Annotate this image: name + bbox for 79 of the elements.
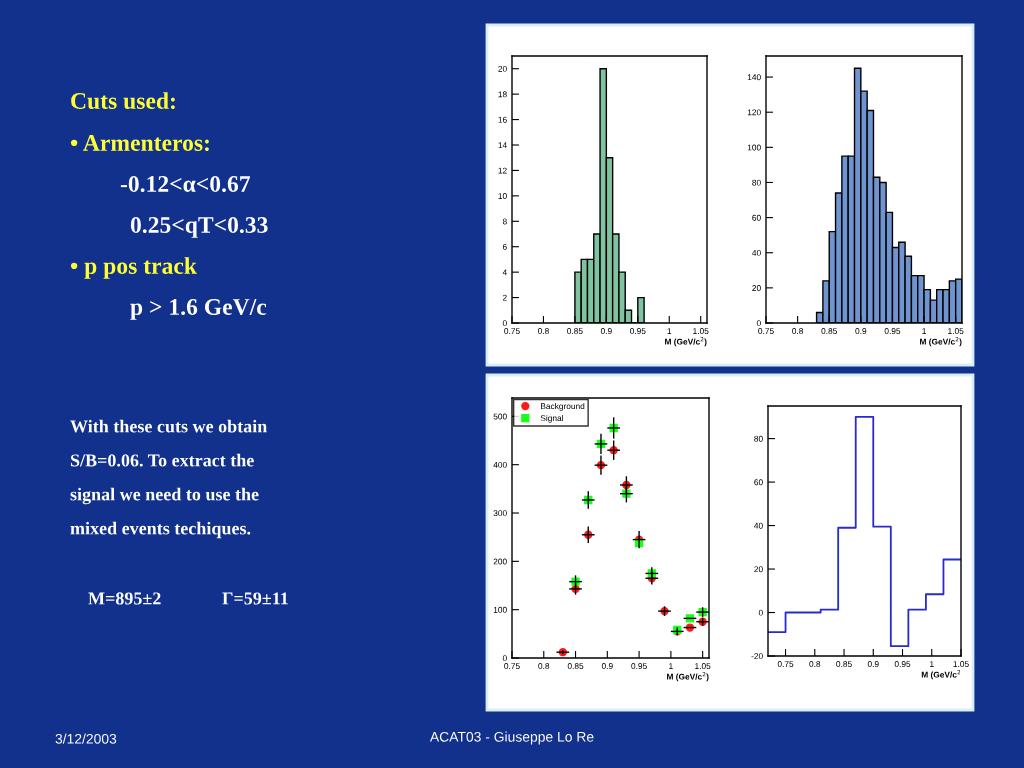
x-tick-label: 0.85 [567,663,584,669]
y-tick-label: 0 [502,655,507,662]
y-tick-label: 500 [493,413,507,420]
y-tick-label: 20 [498,65,507,72]
x-tick-label: 1 [669,663,673,669]
x-tick-label: 1.05 [695,663,711,669]
y-tick-label: 100 [747,144,761,151]
x-tick-label: 1.05 [948,328,964,334]
text: p > 1.6 GeV/c [130,299,267,320]
text: S/B=0.06. To extract the [70,453,254,467]
y-tick-label: 120 [747,109,761,116]
text: ACAT03 - Giuseppe Lo Re [429,731,594,745]
text: Γ=59±11 [222,592,288,605]
legend-label: Signal [540,414,563,423]
y-tick-label: 80 [752,179,761,186]
text: • Armenteros: [70,135,209,152]
y-tick-label: 40 [754,522,763,529]
x-tick-label: 0.75 [504,328,520,334]
y-tick-label: 10 [498,193,507,199]
y-tick-label: 60 [754,479,763,486]
y-tick-label: 100 [493,606,507,613]
x-tick-label: 0.9 [867,661,879,667]
y-tick-label: 60 [752,214,761,221]
text: M=895±2 [88,592,161,605]
x-tick-label: 0.9 [855,328,867,334]
x-tick-label: 0.85 [821,328,837,334]
text: • p pos track [70,257,197,279]
x-tick-label: 0.75 [758,328,774,334]
y-tick-label: 12 [498,167,507,174]
text: With these cuts we obtain [70,419,268,433]
x-tick-label: 0.75 [504,663,520,669]
x-tick-label: 0.95 [894,661,911,667]
y-tick-label: 0 [756,320,761,327]
x-tick-label: 0.95 [630,328,646,334]
y-tick-label: 2 [502,294,507,301]
x-tick-label: 0.9 [601,663,613,669]
x-tick-label: 1 [922,328,926,334]
x-axis-title: M (GeV/c$^{2}$) [665,337,707,347]
text: 3/12/2003 [55,733,117,744]
y-tick-label: 6 [502,243,507,250]
y-tick-label: 4 [502,269,507,276]
y-tick-label: 300 [493,510,507,517]
x-tick-label: 1.05 [693,328,709,334]
y-tick-label: -20 [751,653,763,660]
x-tick-label: 0.9 [600,328,612,334]
x-tick-label: 0.8 [537,328,549,334]
text: -0.12<α<0.67 [120,175,251,193]
x-tick-label: 0.85 [567,328,583,334]
y-tick-label: 18 [498,91,507,98]
legend-label: Background [541,403,585,411]
x-tick-label: 0.95 [884,328,901,334]
y-tick-label: 140 [747,74,761,81]
x-axis-title: M (GeV/c$^{2}$ [921,670,961,680]
x-axis-title: M (GeV/c$^{2}$) [667,672,709,682]
x-tick-label: 0.95 [631,663,647,669]
y-tick-label: 400 [493,461,507,468]
y-tick-label: 0 [758,609,763,616]
y-tick-label: 20 [752,285,761,291]
text: signal we need to use the [70,487,259,505]
text: 0.25<qT<0.33 [130,216,268,238]
x-axis-title: M (GeV/c$^{2}$) [920,337,962,347]
x-tick-label: 1.05 [953,661,969,667]
y-tick-label: 20 [754,566,763,573]
y-tick-label: 200 [493,558,507,565]
x-tick-label: 0.75 [777,661,794,667]
x-tick-label: 1 [930,661,934,667]
x-tick-label: 0.8 [809,661,821,667]
x-tick-label: 0.85 [836,661,852,667]
x-tick-label: 0.8 [792,328,804,334]
text: mixed events techiques. [70,521,251,539]
x-tick-label: 0.8 [538,663,550,669]
y-tick-label: 80 [754,435,763,442]
y-tick-label: 16 [498,116,507,123]
y-tick-label: 14 [498,142,507,149]
x-tick-label: 1 [667,328,672,334]
y-tick-label: 8 [502,218,507,225]
y-tick-label: 40 [752,249,761,256]
text: Cuts used: [71,92,175,110]
y-tick-label: 0 [502,320,507,327]
